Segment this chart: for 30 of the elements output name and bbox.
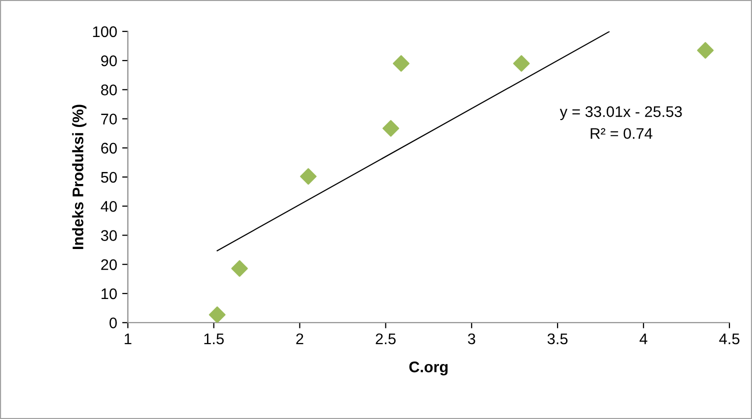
- point: [231, 260, 248, 277]
- y-tick-label: 0: [110, 318, 117, 328]
- y-tick-label: 50: [101, 172, 117, 183]
- x-tick-label: 3.5: [548, 333, 568, 344]
- x-tick-label: 2.5: [376, 333, 396, 344]
- y-axis-title: Indeks Produksi (%): [72, 104, 86, 250]
- point: [300, 168, 317, 185]
- point: [208, 306, 226, 323]
- y-tick-label: 70: [101, 114, 117, 124]
- y-tick-label: 20: [101, 259, 117, 270]
- y-tick-label: 90: [101, 55, 117, 66]
- y-tick-label: 60: [101, 142, 117, 154]
- y-tick-label: 30: [101, 230, 117, 241]
- point: [382, 120, 400, 137]
- annotation: R² = 0.74: [590, 128, 652, 139]
- y-tick-label: 100: [93, 26, 117, 38]
- annotation: y = 33.01x - 25.53: [560, 106, 682, 120]
- point: [392, 55, 410, 72]
- x-tick-label: 4: [640, 334, 648, 344]
- y-tick-label: 80: [101, 84, 117, 96]
- x-tick-label: 1: [124, 334, 132, 344]
- x-axis-title: C.org: [409, 362, 448, 376]
- x-tick-label: 1.5: [204, 334, 224, 344]
- x-tick-label: 4.5: [719, 334, 740, 344]
- y-tick-label: 40: [100, 201, 117, 212]
- point: [513, 55, 530, 72]
- y-tick-label: 10: [102, 288, 117, 300]
- point: [697, 42, 714, 59]
- x-tick-label: 2: [296, 333, 304, 344]
- x-tick-label: 3: [468, 333, 476, 344]
